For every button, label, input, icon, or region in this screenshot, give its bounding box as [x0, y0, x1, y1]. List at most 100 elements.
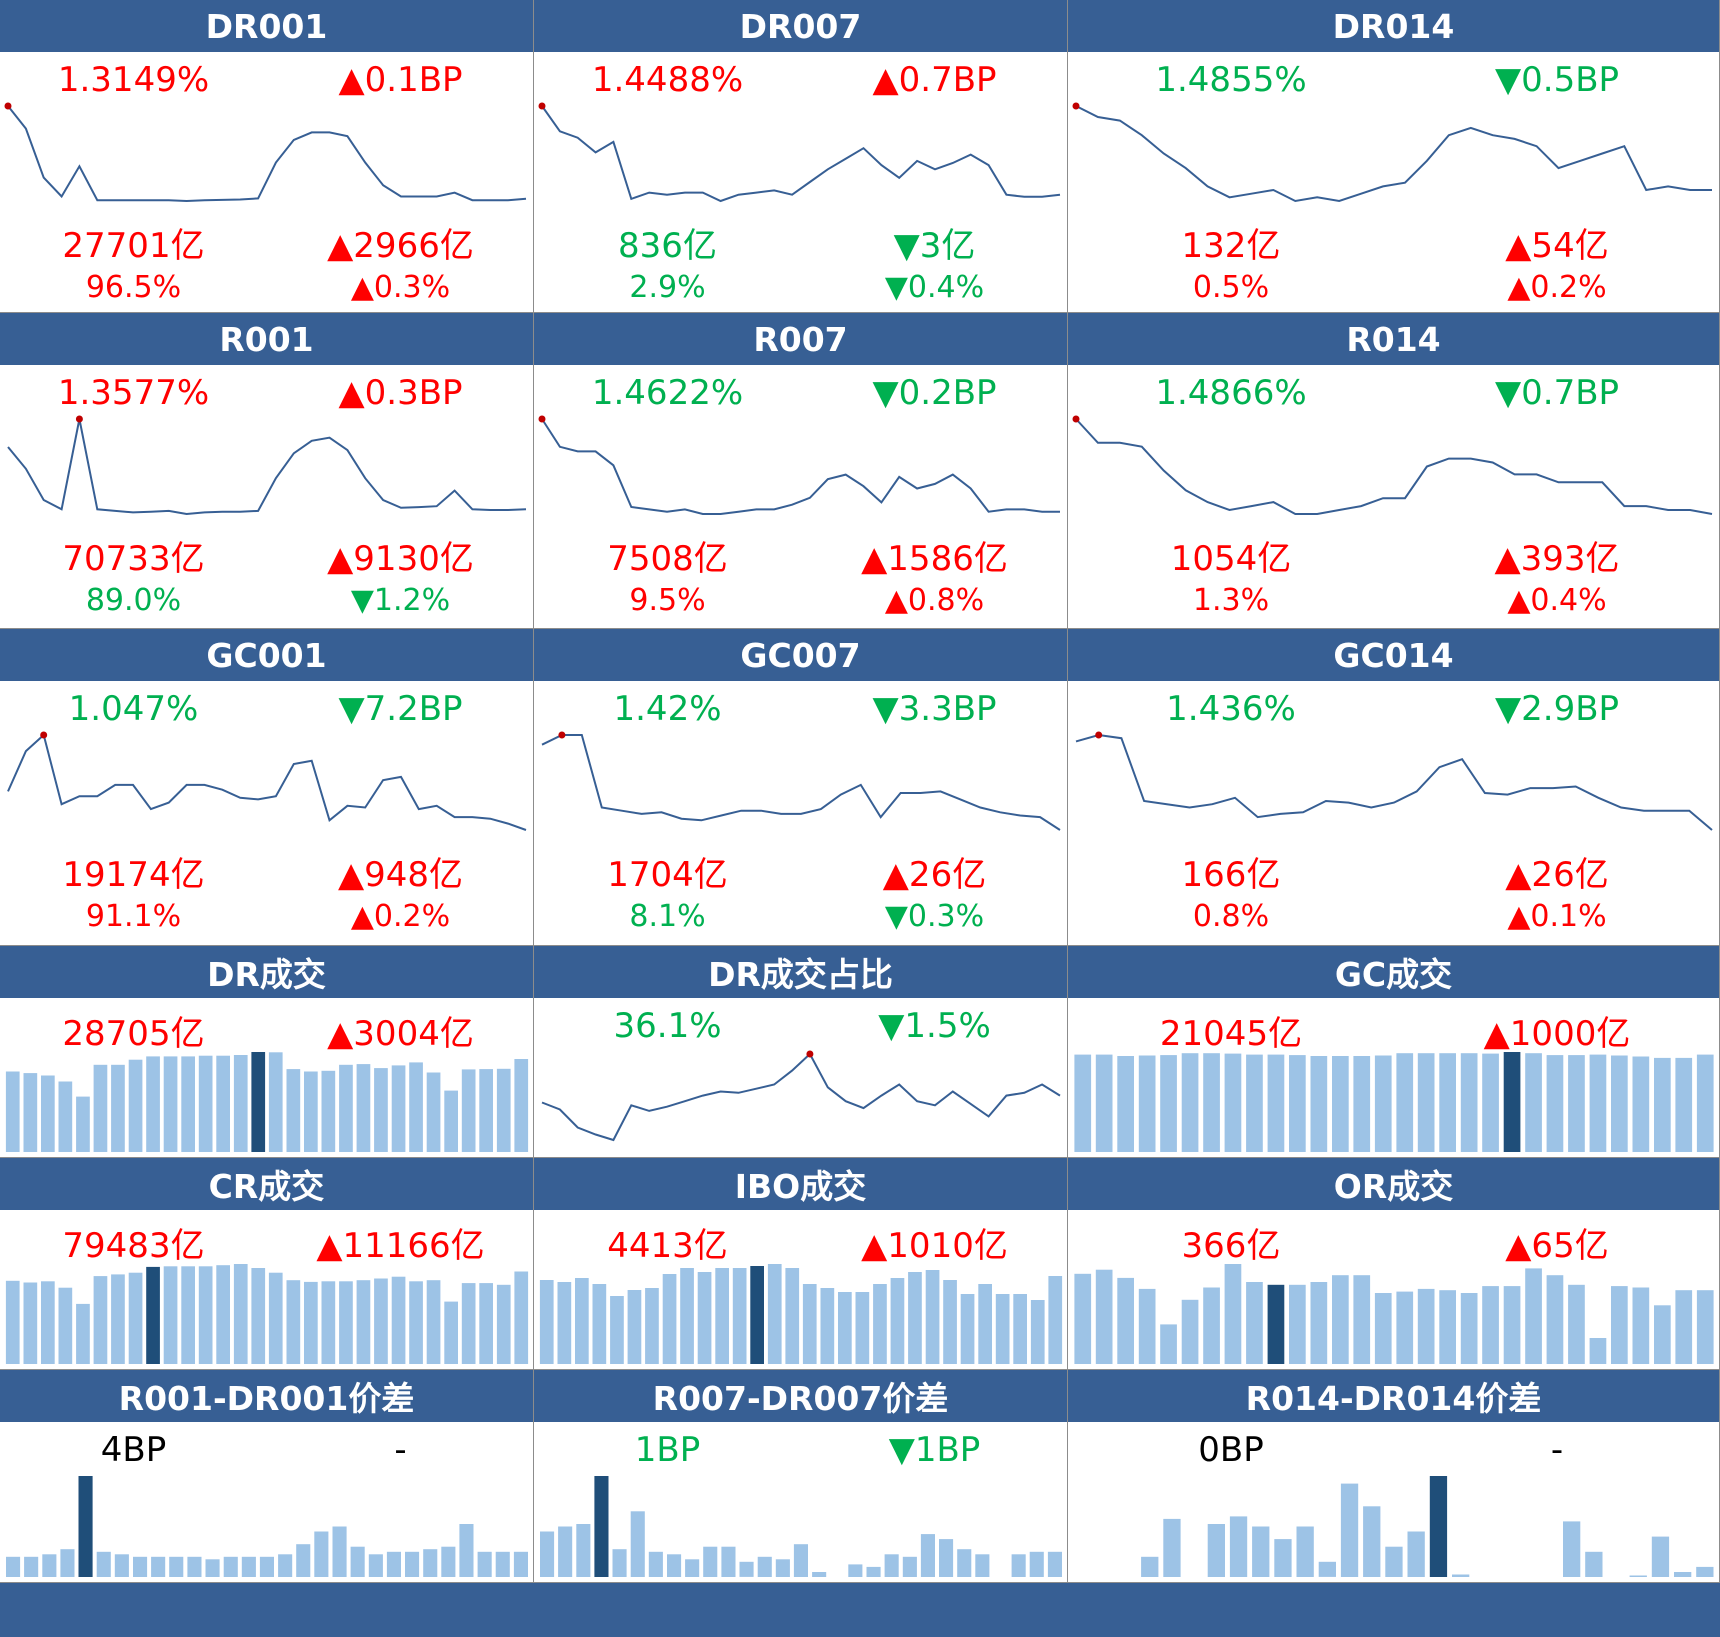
bar [1546, 1055, 1564, 1152]
sparkline-chart [538, 415, 1060, 515]
panel-title: DR成交占比 [534, 946, 1067, 998]
volume-value: 70733亿 [62, 539, 205, 579]
panel-DR007: DR007 1.4488% ▲0.7BP 836亿 ▼3亿 2.9% ▼0.4% [534, 0, 1068, 313]
bar [873, 1284, 887, 1364]
bar [423, 1549, 438, 1577]
bar [128, 1059, 143, 1152]
bar [259, 1556, 274, 1577]
bar [1482, 1286, 1499, 1364]
bar [757, 1556, 772, 1577]
series-line [1075, 418, 1713, 515]
highlight-bar [78, 1476, 93, 1577]
rate-change: ▼7.2BP [338, 689, 463, 729]
bar [1074, 1273, 1092, 1364]
bar [1181, 1299, 1199, 1364]
bar [920, 1534, 935, 1577]
volume-change: ▲9130亿 [327, 539, 474, 579]
rate-value: 1.3577% [57, 373, 210, 413]
bar [268, 1272, 283, 1364]
bar [286, 1069, 301, 1152]
bar [169, 1556, 184, 1577]
bar [576, 1524, 591, 1577]
bar [680, 1268, 694, 1364]
panel-title: DR001 [0, 0, 533, 52]
bar [1353, 1275, 1371, 1364]
volume-change: ▲948亿 [337, 855, 464, 895]
volume-value: 1054亿 [1170, 539, 1292, 579]
bar [479, 1283, 493, 1364]
bar [368, 1554, 383, 1577]
panel-R001-DR001价差: R001-DR001价差 4BP - [0, 1370, 534, 1583]
bar [23, 1073, 38, 1152]
bar [925, 1270, 940, 1364]
bar [374, 1278, 388, 1364]
rate-change: ▲0.3BP [338, 373, 463, 413]
bar [6, 1556, 21, 1577]
highlight-point [806, 1050, 814, 1058]
panel-R007: R007 1.4622% ▼0.2BP 7508亿 ▲1586亿 9.5% ▲0.8% [534, 313, 1068, 629]
volume-value: 366亿 [1181, 1226, 1281, 1266]
rate-change: ▼0.7BP [1494, 373, 1620, 413]
bar [233, 1055, 248, 1152]
bar [304, 1071, 318, 1152]
bar [1525, 1268, 1542, 1364]
volume-value: 28705亿 [62, 1014, 205, 1054]
bar [575, 1278, 589, 1364]
share-change: ▲0.3% [350, 270, 451, 305]
highlight-point [4, 102, 12, 110]
bar [1696, 1290, 1714, 1364]
bar [24, 1556, 39, 1577]
bar [1048, 1276, 1063, 1364]
rate-value: 1.42% [613, 689, 722, 729]
bar [1095, 1054, 1113, 1152]
sparkline-chart [5, 1264, 529, 1364]
bar [514, 1271, 529, 1364]
panel-DR014: DR014 1.4855% ▼0.5BP 132亿 ▲54亿 0.5% ▲0.2% [1068, 0, 1720, 313]
bar [1163, 1518, 1181, 1577]
rate-value: 1.047% [68, 689, 199, 729]
sparkline-chart [7, 415, 527, 516]
bar [793, 1544, 808, 1577]
bar [1525, 1053, 1542, 1152]
panel-GC成交: GC成交 21045亿 ▲1000亿 [1068, 946, 1720, 1158]
bar [1396, 1291, 1414, 1364]
bar [251, 1268, 266, 1364]
bar [1310, 1056, 1328, 1152]
share-change: ▲0.8% [884, 583, 985, 618]
bar [1310, 1282, 1328, 1364]
bar [496, 1284, 511, 1364]
bar [978, 1284, 992, 1364]
bar [630, 1511, 645, 1577]
volume-value: 132亿 [1181, 226, 1281, 266]
bar [5, 1280, 20, 1364]
bar [540, 1531, 555, 1577]
bar [1407, 1531, 1425, 1577]
sparkline-chart [6, 1476, 528, 1577]
volume-change: ▲1000亿 [1483, 1014, 1631, 1054]
rate-value: 1.3149% [57, 60, 210, 100]
highlight-point [1095, 731, 1103, 739]
bar [163, 1266, 178, 1364]
rate-value: 1.4622% [591, 373, 744, 413]
volume-change: ▼1.5% [878, 1006, 991, 1046]
bar [1629, 1575, 1647, 1577]
bar [890, 1278, 905, 1364]
bar [1267, 1054, 1285, 1152]
bar [426, 1280, 441, 1364]
panel-GC014: GC014 1.436% ▼2.9BP 166亿 ▲26亿 0.8% ▲0.1% [1068, 629, 1720, 946]
bar [775, 1559, 790, 1577]
bar [111, 1064, 125, 1152]
bar [268, 1052, 283, 1152]
bar [76, 1096, 90, 1152]
bar [60, 1549, 75, 1577]
bar [405, 1551, 420, 1577]
volume-change: ▲393亿 [1494, 539, 1620, 579]
bar [1546, 1275, 1564, 1364]
bar [1117, 1277, 1134, 1364]
sparkline-chart [541, 731, 1061, 831]
bar [1332, 1056, 1349, 1152]
bar [1417, 1053, 1435, 1152]
volume-value: 4BP [100, 1430, 167, 1470]
volume-value: 36.1% [613, 1006, 722, 1046]
bar [715, 1268, 729, 1364]
